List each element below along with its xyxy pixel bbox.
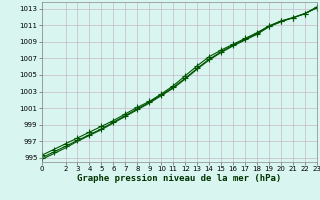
X-axis label: Graphe pression niveau de la mer (hPa): Graphe pression niveau de la mer (hPa)	[77, 174, 281, 183]
